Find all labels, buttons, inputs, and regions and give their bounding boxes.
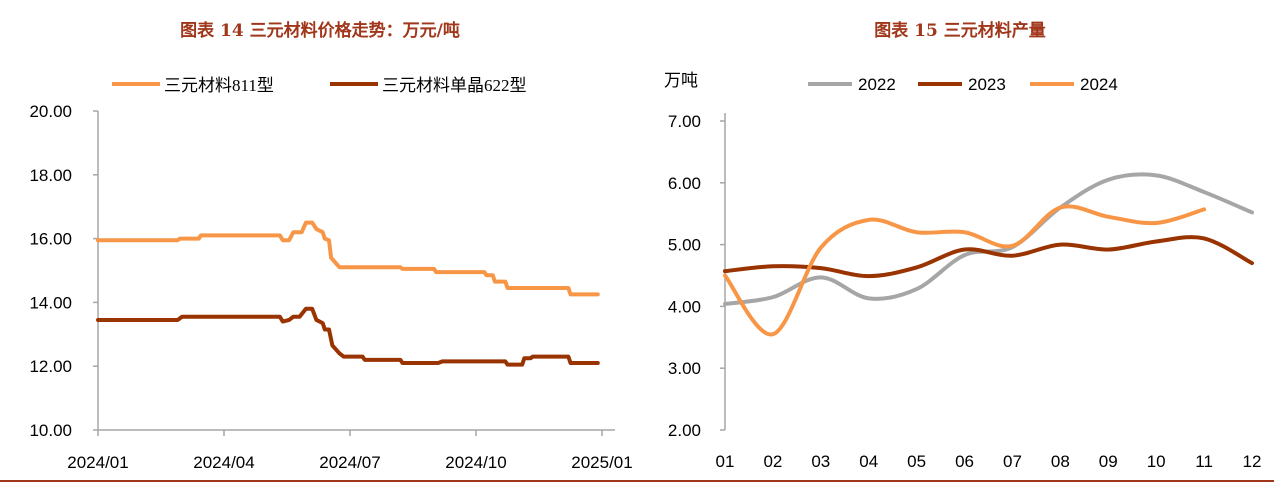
price-chart: 10.00 12.00 14.00 16.00 18.00 20.00 2024/01 202…	[29, 76, 632, 472]
y-tick-label: 3.00	[668, 359, 701, 378]
output-chart: 2.00 3.00 4.00 5.00 6.00 7.00 01 02 03 04 05 06 07 08…	[668, 75, 1262, 471]
x-tick-label: 11	[1195, 452, 1213, 471]
chart2-ylabel: 万吨	[664, 71, 698, 90]
y-tick-label: 4.00	[668, 297, 701, 316]
x-tick-label: 04	[859, 452, 878, 471]
series-line-2023	[723, 235, 1254, 279]
y-tick-label: 7.00	[668, 112, 701, 131]
x-tick-label: 2025/01	[571, 453, 632, 472]
x-tick-label: 09	[1099, 452, 1118, 471]
x-tick-label: 2024/04	[193, 453, 254, 472]
x-tick-label: 08	[1051, 452, 1070, 471]
y-tick-label: 20.00	[29, 102, 72, 121]
legend-label: 三元材料811型	[164, 76, 274, 95]
x-tick-label: 2024/01	[67, 453, 128, 472]
x-tick-label: 01	[716, 452, 735, 471]
y-tick-label: 10.00	[29, 421, 72, 440]
y-tick-label: 5.00	[668, 236, 701, 255]
x-tick-label: 05	[907, 452, 926, 471]
series-line-811	[96, 220, 600, 297]
legend-label: 2023	[968, 75, 1006, 94]
x-tick-label: 12	[1243, 452, 1262, 471]
series-line-2024	[723, 204, 1207, 337]
x-tick-label: 03	[811, 452, 830, 471]
y-tick-label: 16.00	[29, 230, 72, 249]
x-tick-label: 02	[763, 452, 782, 471]
x-tick-label: 07	[1003, 452, 1022, 471]
x-tick-label: 2024/07	[319, 453, 380, 472]
chart1-title: 图表 14 三元材料价格走势：万元/吨	[180, 20, 460, 41]
legend-label: 三元材料单晶622型	[382, 76, 527, 95]
x-tick-label: 10	[1147, 452, 1166, 471]
series-line-622	[96, 306, 600, 367]
x-tick-label: 2024/10	[445, 453, 506, 472]
y-tick-label: 14.00	[29, 293, 72, 312]
x-tick-label: 06	[955, 452, 974, 471]
y-tick-label: 12.00	[29, 357, 72, 376]
legend-label: 2022	[858, 75, 896, 94]
chart2-title: 图表 15 三元材料产量	[874, 20, 1046, 41]
y-tick-label: 2.00	[668, 421, 701, 440]
legend-label: 2024	[1080, 75, 1118, 94]
y-tick-label: 6.00	[668, 174, 701, 193]
y-tick-label: 18.00	[29, 166, 72, 185]
